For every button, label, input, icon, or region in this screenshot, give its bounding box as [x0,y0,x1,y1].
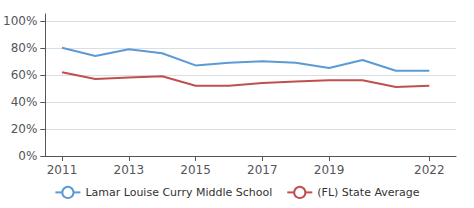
svg-text:40%: 40% [11,95,38,109]
svg-text:2019: 2019 [314,163,345,177]
svg-text:80%: 80% [11,41,38,55]
svg-text:2017: 2017 [247,163,278,177]
svg-text:0%: 0% [18,149,37,163]
svg-text:2011: 2011 [47,163,78,177]
svg-text:Lamar Louise Curry Middle Scho: Lamar Louise Curry Middle School [85,186,272,199]
svg-text:20%: 20% [11,122,38,136]
svg-text:100%: 100% [3,14,37,28]
svg-text:(FL) State Average: (FL) State Average [317,186,420,199]
svg-text:2013: 2013 [114,163,145,177]
svg-text:2015: 2015 [180,163,211,177]
svg-text:2022: 2022 [414,163,445,177]
svg-text:60%: 60% [11,68,38,82]
